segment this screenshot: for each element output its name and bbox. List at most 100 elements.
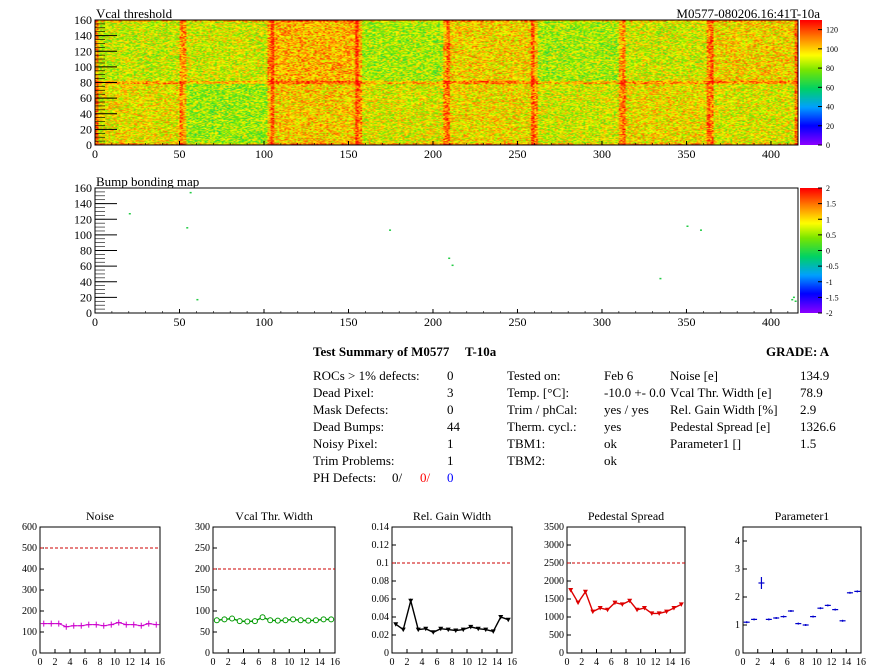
x-tick-label: 8 [800,657,805,668]
summary-label: Dead Bumps: [313,419,385,434]
x-tick-label: 350 [677,147,695,161]
data-point [408,598,414,604]
summary-value: 1326.6 [800,419,836,434]
y-tick-label: 50 [200,627,210,638]
summary-value: yes / yes [604,402,649,417]
bump-defect-point [686,225,689,227]
y-tick-label: 20 [80,290,92,304]
series-line [216,616,332,623]
summary-value: 0 [447,402,454,417]
y-tick-label: 0 [86,138,92,152]
summary-value: 1 [447,436,454,451]
map-title: Vcal threshold [96,6,173,21]
y-tick-label: 0 [86,306,92,320]
x-tick-label: 16 [155,657,165,668]
summary-value: 3 [447,385,454,400]
summary-temp-tag: T-10a [465,344,497,359]
summary-value: ok [604,453,617,468]
bump-defect-point [189,191,192,194]
y-tick-label: 1500 [544,594,564,605]
y-tick-label: 0 [559,648,564,659]
chart-frame [212,526,336,654]
data-point [267,617,274,624]
y-tick-label: 0 [384,648,389,659]
summary-label: Pedestal Spread [e] [670,419,771,434]
x-tick-label: 10 [110,657,120,668]
color-tick-label: -1 [826,278,833,287]
summary-label: Trim / phCal: [507,402,578,417]
y-tick-label: 250 [195,543,210,554]
data-point [453,628,459,633]
x-tick-label: 0 [741,657,746,668]
y-tick-label: 0.12 [372,540,390,551]
grade-label: GRADE: A [766,344,830,359]
summary-label: TBM2: [507,453,546,468]
x-tick-label: 12 [300,657,310,668]
x-tick-label: 4 [68,657,73,668]
x-tick-label: 12 [651,657,661,668]
x-tick-label: 2 [579,657,584,668]
ph-defects-label: PH Defects: [313,470,377,485]
x-tick-label: 14 [841,657,851,668]
data-point [656,611,662,616]
x-axis-ticks: 0 50 100 150 200 250 300 350 400 [92,309,789,329]
color-scale-ticks: -2 -1.5 -1 -0.5 0 0.5 1 1.5 2 [818,184,839,318]
summary-label: Rel. Gain Width [%] [670,402,778,417]
bump-plot-background [95,188,798,313]
data-point [320,616,327,623]
x-tick-label: 6 [83,657,88,668]
data-point [475,626,481,632]
x-tick-label: 14 [315,657,325,668]
x-tick-label: 12 [125,657,135,668]
data-point [328,616,335,623]
x-tick-label: 150 [339,147,357,161]
bump-defect-point [186,227,189,229]
summary-label: Mask Defects: [313,402,389,417]
data-point [649,611,655,616]
bump-defect-point [448,257,451,260]
y-tick-label: 1 [735,620,740,631]
y-tick-label: 20 [80,122,92,136]
x-tick-label: 16 [680,657,690,668]
y-tick-label: 500 [549,630,564,641]
y-tick-label: 100 [195,606,210,617]
data-point [664,609,670,615]
x-tick-label: 0 [211,657,216,668]
data-point [297,617,304,624]
data-point [445,627,451,633]
data-point [498,615,504,620]
color-tick-label: 20 [826,122,834,131]
x-tick-label: 200 [424,147,442,161]
small-chart-title: Vcal Thr. Width [235,509,312,523]
x-tick-label: 50 [173,147,185,161]
data-point [582,589,588,595]
x-tick-label: 350 [677,315,695,329]
color-scale-ticks: 0 20 40 60 80 100 120 [818,26,838,150]
summary-value: 1.5 [800,436,817,451]
data-point [605,607,611,613]
color-tick-label: 80 [826,64,834,73]
x-tick-label: 100 [255,147,273,161]
x-tick-label: 12 [477,657,487,668]
y-tick-label: 200 [195,564,210,575]
data-point [468,624,474,630]
data-point [641,606,647,611]
summary-title: Test Summary of M0577 [313,344,450,359]
summary-label: TBM1: [507,436,546,451]
x-tick-label: 14 [665,657,675,668]
x-tick-label: 150 [339,315,357,329]
y-tick-label: 2 [735,592,740,603]
data-point [460,627,466,633]
bump-defect-point [794,300,797,302]
color-tick-label: 1.5 [826,200,836,209]
bump-defect-point [791,298,794,301]
data-point [597,606,603,611]
data-point [282,617,289,624]
x-tick-label: 6 [785,657,790,668]
y-tick-label: 1000 [544,612,564,623]
summary-value: 78.9 [800,385,823,400]
y-tick-label: 3000 [544,540,564,551]
